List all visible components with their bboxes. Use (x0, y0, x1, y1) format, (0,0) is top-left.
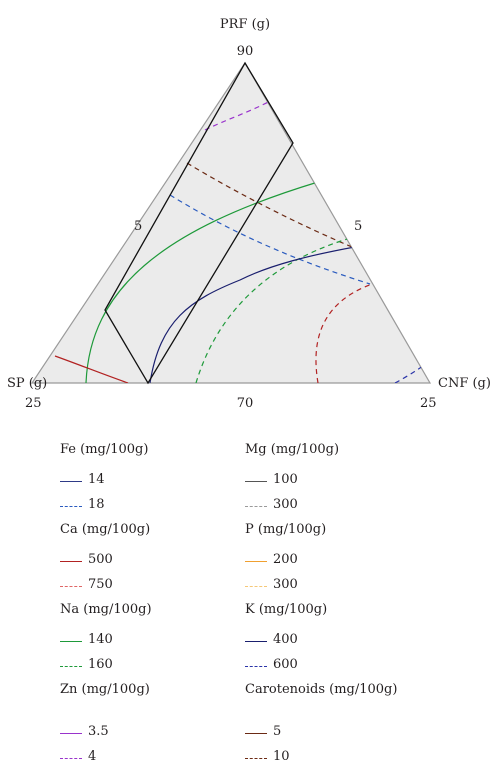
left-axis-value: 25 (25, 396, 42, 411)
legend-item-label: 500 (88, 552, 113, 567)
legend-title: P (mg/100g) (245, 522, 327, 537)
legend-title: Zn (mg/100g) (60, 682, 150, 697)
contour-ca-500 (54, 355, 129, 383)
legend-title: Mg (mg/100g) (245, 442, 340, 457)
legend-item-label: 4 (88, 749, 97, 764)
contour-na-140 (85, 181, 319, 383)
legend-swatch (245, 641, 267, 642)
left-axis-label: SP (g) (7, 376, 47, 391)
contour-carotenoids-10 (186, 162, 353, 248)
right-edge-tick: 5 (354, 219, 362, 234)
legend-item-label: 600 (273, 657, 298, 672)
legend-item-label: 140 (88, 632, 113, 647)
legend-swatch (60, 666, 82, 667)
legend-swatch (245, 506, 267, 507)
top-axis-label: PRF (g) (220, 17, 270, 32)
top-axis-value: 90 (237, 44, 254, 59)
legend-item-label: 300 (273, 497, 298, 512)
legend-swatch (245, 666, 267, 667)
legend-swatch (60, 481, 82, 482)
legend-title: Fe (mg/100g) (60, 442, 149, 457)
contour-fe-18 (169, 194, 371, 285)
legend-swatch (245, 733, 267, 734)
legend-item-label: 3.5 (88, 724, 109, 739)
legend-swatch (60, 758, 82, 759)
ternary-triangle (30, 61, 432, 384)
right-axis-value: 25 (420, 396, 437, 411)
legend-title: Ca (mg/100g) (60, 522, 151, 537)
contour-fe-14 (149, 245, 361, 383)
contour-na-160 (195, 233, 366, 383)
legend-item-label: 200 (273, 552, 298, 567)
bottom-edge-tick: 70 (237, 396, 254, 411)
legend-item-label: 18 (88, 497, 105, 512)
legend-item-label: 160 (88, 657, 113, 672)
right-axis-label: CNF (g) (438, 376, 491, 391)
legend-swatch (245, 758, 267, 759)
legend-swatch (60, 561, 82, 562)
contour-ca-750 (315, 282, 376, 383)
legend-title: K (mg/100g) (245, 602, 328, 617)
legend-swatch (60, 586, 82, 587)
legend-swatch (245, 561, 267, 562)
legend-swatch (245, 586, 267, 587)
ternary-plot: PRF (g) 90 SP (g) 25 CNF (g) 25 5 5 70 (7, 17, 491, 411)
legend-item-label: 300 (273, 577, 298, 592)
legend-swatch (60, 506, 82, 507)
legend-item-label: 750 (88, 577, 113, 592)
legend-item-label: 10 (273, 749, 290, 764)
legend-item-label: 100 (273, 472, 298, 487)
legend-item-label: 14 (88, 472, 105, 487)
legend-swatch (60, 641, 82, 642)
legend-item-label: 5 (273, 724, 282, 739)
constraint-region (104, 61, 294, 385)
legend-item-label: 400 (273, 632, 298, 647)
left-edge-tick: 5 (134, 219, 142, 234)
legend-swatch (245, 481, 267, 482)
legend-title: Na (mg/100g) (60, 602, 152, 617)
legend-title: Carotenoids (mg/100g) (245, 682, 398, 697)
contour-zn-4 (204, 99, 273, 131)
legend-swatch (60, 733, 82, 734)
